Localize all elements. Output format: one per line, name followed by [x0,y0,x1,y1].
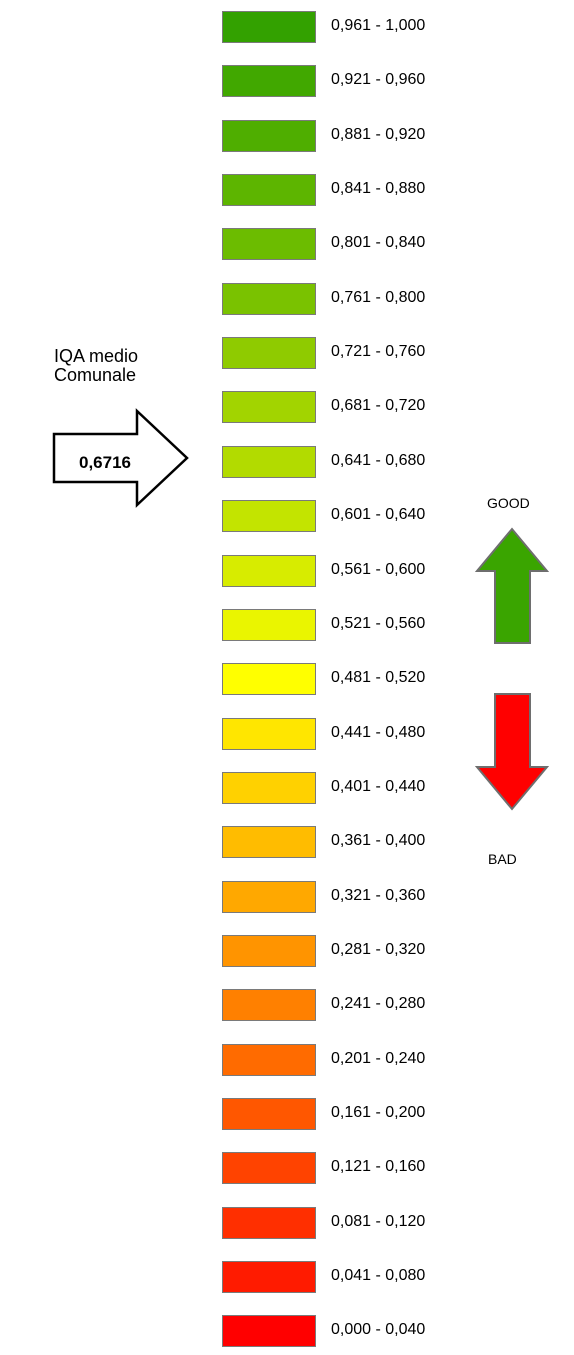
legend-range-label: 0,000 - 0,040 [331,1321,426,1338]
legend-range-label: 0,441 - 0,480 [331,724,426,741]
legend-range-label: 0,081 - 0,120 [331,1213,426,1230]
legend-row: 0,041 - 0,080 [222,1261,482,1293]
legend-row: 0,761 - 0,800 [222,283,482,315]
good-label: GOOD [487,495,530,511]
legend-range-label: 0,361 - 0,400 [331,832,426,849]
legend-row: 0,481 - 0,520 [222,663,482,695]
legend-row: 0,921 - 0,960 [222,65,482,97]
legend-row: 0,521 - 0,560 [222,609,482,641]
legend-row: 0,281 - 0,320 [222,935,482,967]
legend-row: 0,601 - 0,640 [222,500,482,532]
legend-range-label: 0,481 - 0,520 [331,669,426,686]
legend-swatch [222,1315,316,1347]
legend-swatch [222,663,316,695]
legend-row: 0,081 - 0,120 [222,1207,482,1239]
legend-row: 0,961 - 1,000 [222,11,482,43]
legend-range-label: 0,641 - 0,680 [331,452,426,469]
legend-range-label: 0,801 - 0,840 [331,234,426,251]
legend-swatch [222,1152,316,1184]
current-index-title: IQA medio Comunale [54,347,138,385]
legend-row: 0,441 - 0,480 [222,718,482,750]
legend-swatch [222,1261,316,1293]
legend-range-label: 0,761 - 0,800 [331,289,426,306]
legend-range-label: 0,241 - 0,280 [331,995,426,1012]
legend-range-label: 0,721 - 0,760 [331,343,426,360]
legend-row: 0,161 - 0,200 [222,1098,482,1130]
legend-swatch [222,228,316,260]
legend-range-label: 0,201 - 0,240 [331,1050,426,1067]
legend-row: 0,121 - 0,160 [222,1152,482,1184]
legend-swatch [222,935,316,967]
legend-range-label: 0,521 - 0,560 [331,615,426,632]
legend-row: 0,401 - 0,440 [222,772,482,804]
bad-label: BAD [488,851,517,867]
legend-row: 0,881 - 0,920 [222,120,482,152]
legend-range-label: 0,961 - 1,000 [331,17,426,34]
legend-row: 0,361 - 0,400 [222,826,482,858]
legend-range-label: 0,681 - 0,720 [331,397,426,414]
legend-swatch [222,174,316,206]
legend-row: 0,721 - 0,760 [222,337,482,369]
legend-swatch [222,772,316,804]
legend-range-label: 0,321 - 0,360 [331,887,426,904]
legend-swatch [222,65,316,97]
legend-swatch [222,391,316,423]
legend-row: 0,321 - 0,360 [222,881,482,913]
legend-row: 0,241 - 0,280 [222,989,482,1021]
legend-row: 0,681 - 0,720 [222,391,482,423]
legend-swatch [222,120,316,152]
legend-swatch [222,500,316,532]
legend-range-label: 0,561 - 0,600 [331,561,426,578]
current-index-title-line1: IQA medio [54,346,139,366]
legend-range-label: 0,401 - 0,440 [331,778,426,795]
legend-swatch [222,881,316,913]
legend-swatch [222,1207,316,1239]
legend-swatch [222,1098,316,1130]
legend-row: 0,641 - 0,680 [222,446,482,478]
current-index-title-line2: Comunale [54,365,137,385]
legend-swatch [222,718,316,750]
legend-swatch [222,826,316,858]
legend-swatch [222,989,316,1021]
legend-row: 0,801 - 0,840 [222,228,482,260]
legend-range-label: 0,881 - 0,920 [331,126,426,143]
legend-swatch [222,283,316,315]
legend-row: 0,000 - 0,040 [222,1315,482,1347]
legend-range-label: 0,121 - 0,160 [331,1158,426,1175]
legend-row: 0,561 - 0,600 [222,555,482,587]
legend-range-label: 0,281 - 0,320 [331,941,426,958]
legend-swatch [222,609,316,641]
legend-swatch [222,446,316,478]
legend-swatch [222,11,316,43]
legend-row: 0,201 - 0,240 [222,1044,482,1076]
legend-swatch [222,555,316,587]
legend-range-label: 0,041 - 0,080 [331,1267,426,1284]
legend-swatch [222,1044,316,1076]
current-index-value: 0,6716 [79,453,131,472]
legend-row: 0,841 - 0,880 [222,174,482,206]
legend-swatch [222,337,316,369]
legend-range-label: 0,921 - 0,960 [331,71,426,88]
legend-range-label: 0,161 - 0,200 [331,1104,426,1121]
legend-range-label: 0,601 - 0,640 [331,506,426,523]
legend-range-label: 0,841 - 0,880 [331,180,426,197]
